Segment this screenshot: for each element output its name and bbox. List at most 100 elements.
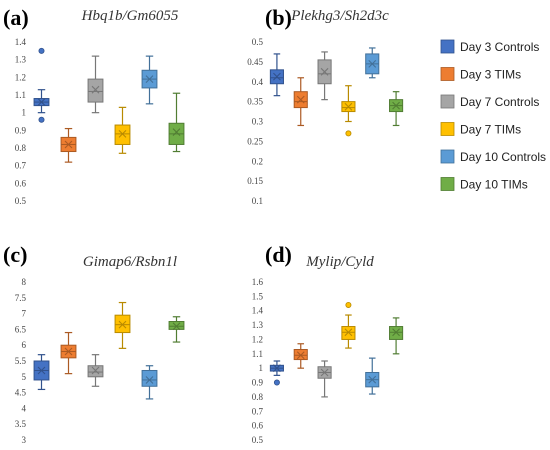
y-tick-label: 0.15 — [247, 176, 263, 186]
y-tick-label: 0.35 — [247, 97, 263, 107]
box-day-3-tims — [293, 343, 308, 369]
y-tick-label: 3.5 — [15, 419, 27, 429]
mean-marker — [118, 129, 127, 138]
y-tick-label: 7 — [22, 309, 27, 319]
y-tick-label: 0.5 — [15, 196, 27, 206]
y-tick-label: 0.7 — [252, 406, 264, 416]
chart-title: Gimap6/Rsbn1l — [83, 254, 177, 270]
mean-marker — [37, 98, 46, 106]
y-tick-label: 0.8 — [252, 392, 264, 402]
legend-item: Day 10 Controls — [440, 149, 546, 164]
box-day-10-tims — [168, 92, 185, 153]
y-tick-label: 1 — [22, 108, 27, 118]
legend-item: Day 3 TIMs — [440, 67, 521, 82]
legend-item: Day 7 Controls — [440, 94, 539, 109]
mean-marker — [368, 59, 377, 68]
chart-title: Hbq1b/Gm6055 — [81, 8, 179, 24]
mean-marker — [145, 376, 154, 384]
y-tick-label: 6.5 — [15, 324, 27, 334]
y-tick-label: 1.4 — [252, 306, 264, 316]
y-tick-label: 1.3 — [15, 55, 27, 65]
outlier-point — [38, 47, 45, 54]
outlier-point — [345, 301, 352, 308]
mean-marker — [91, 366, 100, 375]
box-day-7-controls — [87, 354, 104, 387]
box-day-10-controls — [365, 47, 380, 79]
box-day-3-controls — [33, 47, 50, 123]
panel-label: (b) — [265, 5, 292, 30]
y-tick-label: 1 — [259, 363, 264, 373]
box-day-7-tims — [341, 301, 356, 349]
legend-item: Day 7 TIMs — [440, 122, 521, 137]
box-body — [114, 124, 131, 145]
y-tick-label: 0.6 — [252, 421, 264, 431]
legend-label: Day 7 Controls — [460, 95, 539, 109]
legend-label: Day 3 TIMs — [460, 68, 521, 82]
outlier-point — [273, 379, 280, 386]
box-day-7-controls — [317, 360, 332, 398]
panel-a: (a) Hbq1b/Gm6055 0.5 0.6 0.7 0.8 0.9 1 1.1 1.2 1.3… — [3, 5, 185, 206]
mean-marker — [64, 140, 73, 149]
legend-swatch — [440, 67, 455, 81]
mean-marker — [91, 85, 100, 94]
y-tick-label: 0.9 — [252, 378, 264, 388]
y-tick-label: 1.2 — [252, 334, 263, 344]
y-tick-label: 1.1 — [15, 90, 26, 100]
mean-marker — [273, 72, 281, 81]
legend-swatch — [440, 122, 455, 136]
y-tick-label: 1.6 — [252, 277, 264, 287]
box-day-7-controls — [317, 51, 332, 101]
box-day-3-tims — [60, 127, 77, 163]
y-tick-label: 6 — [22, 340, 27, 350]
legend-swatch — [440, 149, 455, 164]
outlier-point — [345, 130, 352, 137]
box-day-10-tims — [389, 317, 404, 355]
box-day-3-controls — [33, 354, 50, 391]
box-day-3-tims — [293, 77, 308, 127]
y-tick-label: 4.5 — [15, 388, 27, 398]
y-tick-label: 7.5 — [15, 293, 27, 303]
mean-marker — [37, 366, 46, 375]
panel-label: (d) — [265, 242, 292, 267]
chart-title: Plekhg3/Sh2d3c — [290, 8, 389, 24]
box-day-10-tims — [168, 316, 185, 343]
box-body — [168, 321, 185, 330]
box-day-10-controls — [365, 357, 380, 395]
mean-marker — [344, 102, 353, 111]
y-tick-label: 0.45 — [247, 57, 263, 67]
box-body — [114, 314, 131, 334]
box-day-3-controls — [269, 360, 284, 386]
mean-marker — [172, 322, 181, 331]
mean-marker — [392, 101, 400, 110]
box-day-10-tims — [389, 91, 404, 127]
panel-b: (b) Plekhg3/Sh2d3c 0.1 0.15 0.2 0.25 0.3 0.35 0.… — [247, 5, 404, 206]
y-tick-label: 0.7 — [15, 161, 27, 171]
mean-marker — [145, 75, 154, 83]
y-tick-label: 0.1 — [252, 196, 263, 206]
legend: Day 3 Controls Day 3 TIMs Day 7 Controls Da… — [440, 39, 546, 192]
box-day-7-tims — [114, 106, 131, 154]
panel-label: (a) — [3, 5, 29, 30]
mean-marker — [320, 67, 329, 76]
box-day-10-controls — [141, 365, 158, 400]
legend-label: Day 3 Controls — [460, 40, 539, 54]
mean-marker — [296, 95, 305, 104]
y-tick-label: 1.2 — [15, 72, 26, 82]
legend-label: Day 10 Controls — [460, 150, 546, 164]
y-tick-label: 0.5 — [252, 435, 264, 445]
y-tick-label: 0.3 — [252, 117, 264, 127]
box-body — [87, 78, 104, 103]
y-tick-label: 0.25 — [247, 136, 263, 146]
y-tick-label: 8 — [22, 277, 27, 287]
y-tick-label: 1.4 — [15, 37, 27, 47]
y-tick-label: 0.6 — [15, 178, 27, 188]
panel-c: (c) Gimap6/Rsbn1l 3 3.5 4 4.5 5 5.5 6 6.5 7 7.5 8 — [3, 242, 185, 445]
y-tick-label: 3 — [22, 435, 27, 445]
y-tick-label: 0.8 — [15, 143, 27, 153]
box-day-7-controls — [87, 55, 104, 114]
y-tick-label: 1.5 — [252, 291, 264, 301]
y-tick-label: 1.1 — [252, 349, 263, 359]
panel-d: (d) Mylip/Cyld 0.5 0.6 0.7 0.8 0.9 1 1.1 1.2 1.3 1.… — [252, 242, 404, 445]
box-body — [87, 365, 104, 378]
